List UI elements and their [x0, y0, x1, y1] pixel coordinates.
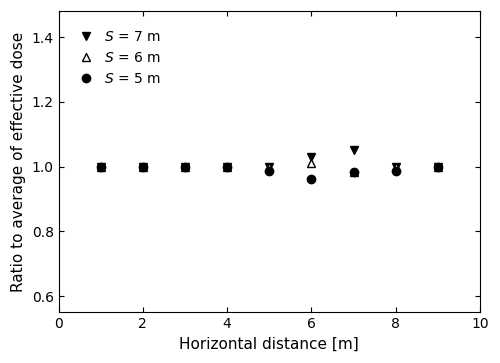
Legend: $S$ = 7 m, $S$ = 6 m, $S$ = 5 m: $S$ = 7 m, $S$ = 6 m, $S$ = 5 m	[74, 24, 167, 91]
$S$ = 5 m	[182, 164, 188, 169]
$S$ = 5 m	[266, 168, 272, 173]
$S$ = 6 m	[182, 164, 188, 169]
$S$ = 5 m	[350, 170, 356, 175]
$S$ = 7 m	[224, 164, 230, 169]
$S$ = 5 m	[393, 169, 399, 173]
$S$ = 6 m	[140, 164, 146, 169]
$S$ = 5 m	[308, 177, 314, 181]
$S$ = 7 m	[98, 164, 103, 169]
Line: $S$ = 5 m: $S$ = 5 m	[96, 163, 442, 183]
Y-axis label: Ratio to average of effective dose: Ratio to average of effective dose	[11, 32, 26, 292]
$S$ = 5 m	[224, 164, 230, 169]
$S$ = 7 m	[266, 164, 272, 169]
X-axis label: Horizontal distance [m]: Horizontal distance [m]	[180, 337, 359, 352]
$S$ = 7 m	[140, 164, 146, 169]
$S$ = 6 m	[308, 161, 314, 166]
$S$ = 7 m	[350, 148, 356, 152]
$S$ = 5 m	[435, 164, 441, 169]
$S$ = 6 m	[435, 164, 441, 169]
$S$ = 6 m	[98, 164, 103, 169]
$S$ = 7 m	[435, 164, 441, 169]
$S$ = 5 m	[98, 164, 103, 169]
Line: $S$ = 7 m: $S$ = 7 m	[96, 146, 442, 171]
$S$ = 6 m	[266, 164, 272, 169]
$S$ = 7 m	[182, 164, 188, 169]
Line: $S$ = 6 m: $S$ = 6 m	[96, 159, 442, 176]
$S$ = 6 m	[350, 169, 356, 174]
$S$ = 6 m	[224, 164, 230, 169]
$S$ = 7 m	[308, 155, 314, 159]
$S$ = 7 m	[393, 164, 399, 169]
$S$ = 5 m	[140, 164, 146, 169]
$S$ = 6 m	[393, 164, 399, 169]
